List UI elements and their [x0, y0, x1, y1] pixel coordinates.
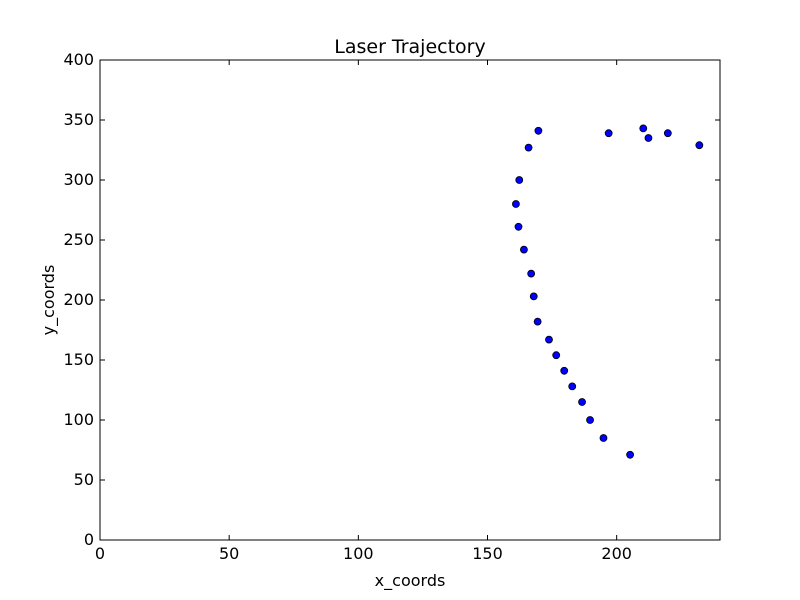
data-point: [644, 134, 653, 142]
plot-frame: [99, 59, 721, 541]
y-tick-label: 250: [63, 230, 94, 249]
x-tick-label: 100: [343, 544, 374, 563]
y-tick-label: 100: [63, 410, 94, 429]
y-tick-label: 200: [63, 290, 94, 309]
data-point: [515, 176, 524, 184]
data-point: [663, 129, 672, 138]
y-tick-label: 0: [84, 530, 94, 549]
data-point: [604, 129, 613, 138]
data-point: [533, 317, 542, 326]
x-tick-label: 50: [219, 544, 239, 563]
data-point: [552, 351, 561, 360]
data-point: [568, 382, 577, 391]
chart-title: Laser Trajectory: [334, 36, 485, 58]
x-tick-label: 150: [472, 544, 503, 563]
x-tick-label: 200: [601, 544, 632, 563]
data-point: [639, 124, 648, 133]
data-point: [586, 416, 594, 424]
y-tick-label: 300: [63, 170, 94, 189]
data-point: [626, 450, 634, 459]
data-point: [524, 143, 533, 152]
data-point: [520, 245, 528, 254]
data-point: [695, 141, 704, 150]
data-point: [560, 366, 569, 375]
y-axis-title: y_coords: [39, 265, 59, 336]
x-axis-title: x_coords: [375, 571, 446, 591]
y-tick-label: 150: [63, 350, 94, 369]
plot-area: 0 50 100 150 200 0 50 100 150 200 250 300 350 400: [63, 50, 721, 563]
data-point: [512, 200, 520, 208]
data-point: [599, 434, 608, 442]
y-axis-ticks: 0 50 100 150 200 250 300 350 400: [63, 50, 720, 549]
y-tick-label: 50: [74, 470, 94, 489]
x-axis-ticks: 0 50 100 150 200: [95, 60, 632, 563]
data-points: [512, 124, 704, 459]
data-point: [514, 222, 523, 231]
data-point: [527, 269, 536, 278]
x-tick-label: 0: [95, 544, 105, 563]
y-tick-label: 400: [63, 50, 94, 69]
data-point: [545, 335, 553, 344]
data-point: [534, 126, 543, 135]
data-point: [529, 292, 538, 301]
y-tick-label: 350: [63, 110, 94, 129]
data-point: [578, 398, 586, 406]
